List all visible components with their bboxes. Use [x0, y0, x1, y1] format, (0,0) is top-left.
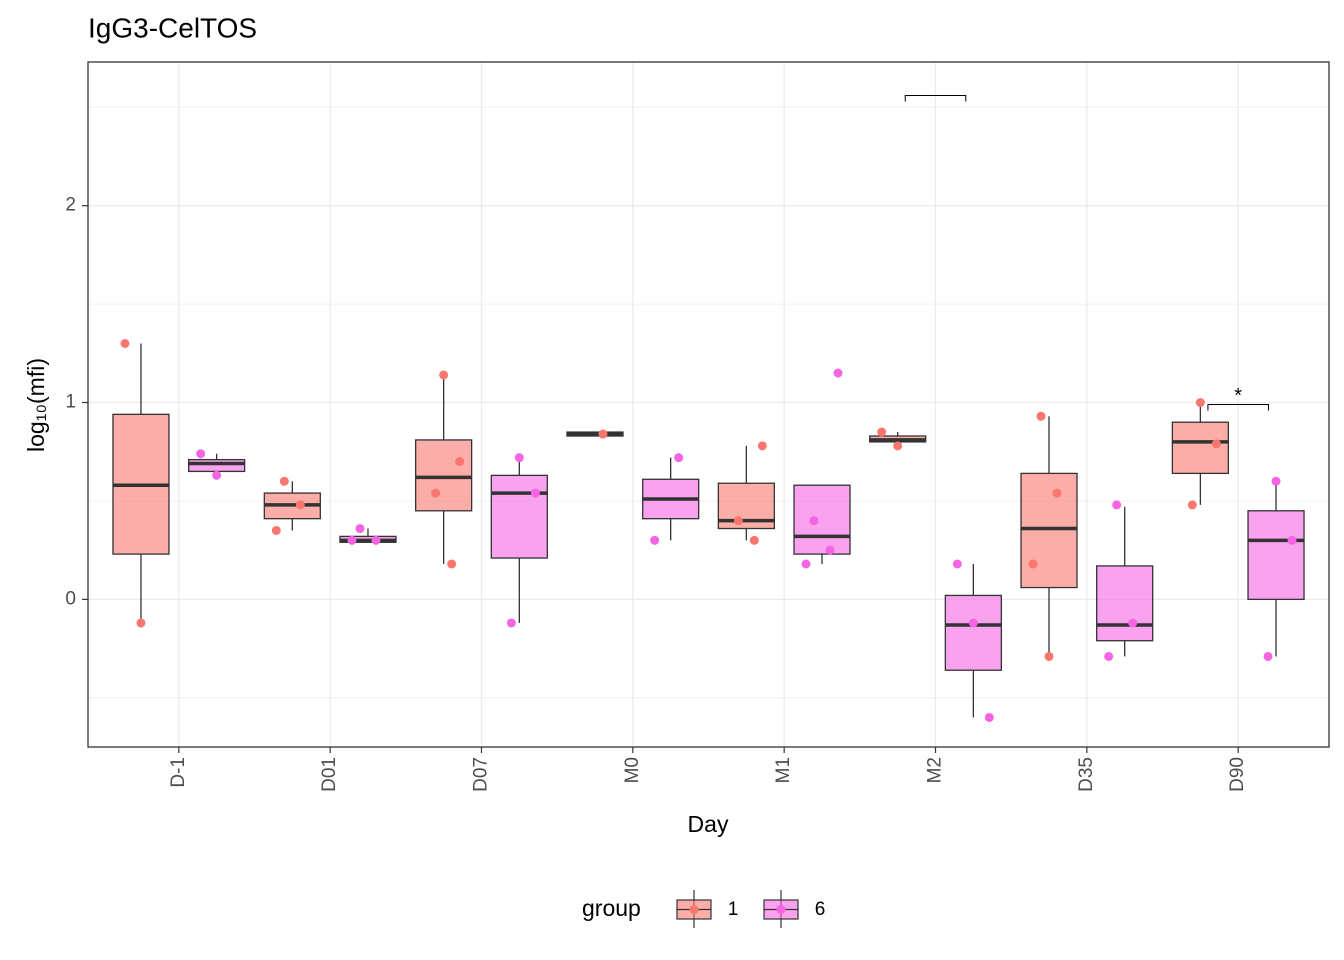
legend-item: 1: [676, 890, 739, 928]
x-tick-label: D90: [1227, 757, 1248, 792]
y-axis-title: log₁₀(mfi): [23, 358, 49, 452]
box: [415, 439, 473, 512]
data-point: [439, 370, 449, 380]
data-point: [271, 525, 281, 535]
x-tick-label: M0: [622, 757, 643, 783]
legend-key-point: [776, 905, 786, 914]
data-point: [196, 449, 206, 459]
data-point: [650, 535, 660, 545]
data-point: [733, 516, 743, 526]
x-tick-label: D07: [471, 757, 492, 792]
data-point: [1128, 618, 1138, 628]
y-tick-label: 2: [65, 195, 76, 216]
legend-key-point: [689, 905, 699, 914]
data-point: [1263, 651, 1273, 661]
significance-bracket: [1207, 404, 1269, 411]
data-point: [809, 516, 819, 526]
data-point: [674, 453, 684, 463]
data-point: [1195, 398, 1205, 408]
data-point: [968, 618, 978, 628]
data-point: [1271, 476, 1281, 486]
data-point: [1112, 500, 1122, 510]
box: [1020, 472, 1078, 589]
x-tick-label: M1: [773, 757, 794, 783]
data-point: [757, 441, 767, 451]
data-point: [952, 559, 962, 569]
data-point: [347, 535, 357, 545]
x-tick-label: D35: [1076, 757, 1097, 792]
data-point: [1036, 411, 1046, 421]
data-point: [1187, 500, 1197, 510]
data-point: [825, 545, 835, 555]
box: [1171, 421, 1230, 475]
box: [944, 594, 1002, 671]
data-point: [1104, 651, 1114, 661]
y-tick-label: 1: [65, 392, 76, 413]
data-point: [877, 427, 887, 437]
box: [793, 484, 851, 555]
data-point: [295, 500, 305, 510]
data-point: [984, 712, 994, 722]
data-point: [833, 368, 843, 378]
data-point: [514, 453, 524, 463]
x-tick-label: D-1: [168, 757, 189, 788]
box: [1096, 565, 1154, 642]
data-point: [1287, 535, 1297, 545]
chart-title: IgG3-CelTOS: [88, 12, 257, 43]
legend-label: 6: [815, 899, 826, 920]
data-point: [749, 535, 759, 545]
x-tick-label: M2: [925, 757, 946, 783]
data-point: [1052, 488, 1062, 498]
data-point: [801, 559, 811, 569]
box: [490, 474, 548, 559]
data-point: [355, 524, 365, 534]
plot-border: [87, 61, 1330, 748]
data-point: [455, 457, 465, 467]
data-point: [431, 488, 441, 498]
box: [187, 458, 246, 473]
data-point: [212, 470, 222, 480]
x-tick-label: D01: [319, 757, 340, 792]
data-point: [506, 618, 516, 628]
data-point: [1044, 651, 1054, 661]
data-point: [447, 559, 457, 569]
data-point: [371, 535, 381, 545]
data-point: [136, 618, 146, 628]
x-axis-title: Day: [688, 811, 729, 837]
y-tick-label: 0: [65, 588, 76, 609]
legend-title: group: [582, 895, 641, 921]
data-point: [893, 441, 903, 451]
significance-bracket: [904, 94, 967, 102]
data-point: [1211, 439, 1221, 449]
legend-label: 1: [728, 899, 739, 920]
data-point: [120, 338, 130, 348]
data-point: [598, 429, 608, 439]
legend-item: 6: [763, 890, 826, 928]
data-point: [279, 476, 289, 486]
box: [1247, 510, 1305, 601]
data-point: [530, 488, 540, 498]
significance-label: *: [1234, 385, 1242, 407]
data-point: [1028, 559, 1038, 569]
